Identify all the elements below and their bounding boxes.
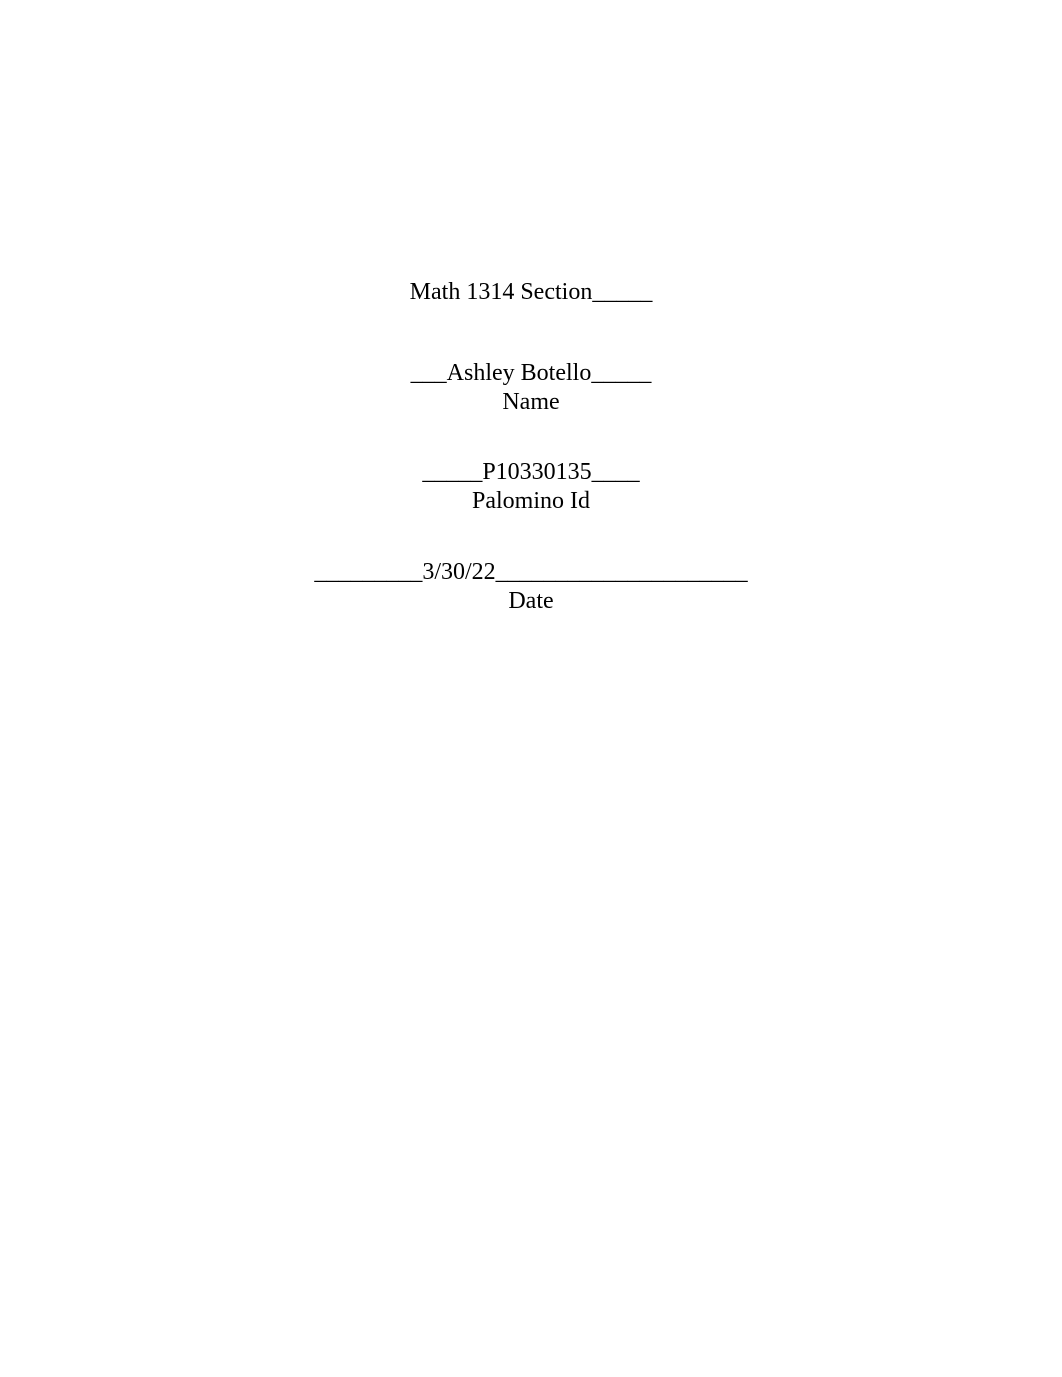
name-fill-line: ___Ashley Botello_____ — [0, 359, 1062, 388]
id-label: Palomino Id — [0, 487, 1062, 516]
course-section-line: Math 1314 Section_____ — [0, 278, 1062, 307]
id-block: _____P10330135____ Palomino Id — [0, 458, 1062, 516]
id-fill-line: _____P10330135____ — [0, 458, 1062, 487]
name-block: ___Ashley Botello_____ Name — [0, 359, 1062, 417]
date-fill-line: _________3/30/22_____________________ — [0, 558, 1062, 587]
name-label: Name — [0, 388, 1062, 417]
date-block: _________3/30/22_____________________ Da… — [0, 558, 1062, 616]
date-label: Date — [0, 587, 1062, 616]
cover-page-content: Math 1314 Section_____ ___Ashley Botello… — [0, 278, 1062, 616]
